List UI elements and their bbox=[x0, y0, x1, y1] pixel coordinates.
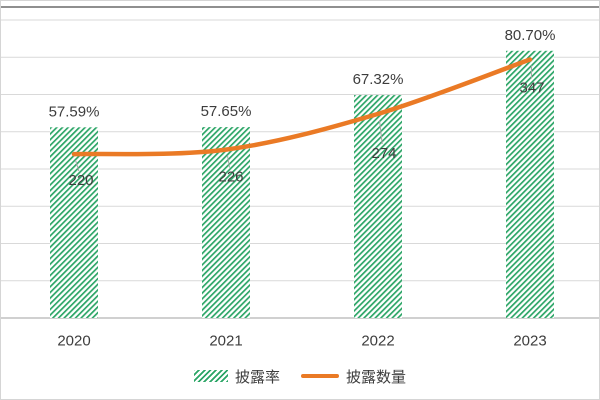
line-data-label: 347 bbox=[519, 80, 544, 97]
legend-bar-label: 披露率 bbox=[234, 368, 280, 386]
bar-2021 bbox=[202, 127, 250, 318]
x-axis-label-2021: 2021 bbox=[209, 333, 242, 350]
bar-data-label: 80.70% bbox=[505, 27, 556, 44]
legend-line-label: 披露数量 bbox=[346, 368, 407, 386]
x-axis-label-2023: 2023 bbox=[513, 333, 546, 350]
bar-data-label: 57.65% bbox=[201, 103, 252, 120]
label-leader-line bbox=[379, 119, 383, 144]
chart-top-border bbox=[1, 6, 599, 8]
bar-2020 bbox=[50, 127, 98, 318]
line-data-label: 220 bbox=[68, 172, 93, 189]
label-leader-line bbox=[75, 159, 80, 172]
bar-data-label: 67.32% bbox=[353, 71, 404, 88]
legend-line-swatch-icon bbox=[301, 373, 339, 379]
line-series bbox=[71, 57, 533, 157]
bar-2022 bbox=[354, 95, 402, 318]
label-leader-line bbox=[227, 155, 230, 168]
x-axis-label-2020: 2020 bbox=[57, 333, 90, 350]
bar-data-label: 57.59% bbox=[49, 103, 100, 120]
line-data-label: 274 bbox=[371, 145, 396, 162]
bar-2023 bbox=[506, 50, 554, 319]
x-axis-label-2022: 2022 bbox=[361, 333, 394, 350]
legend-bar-swatch-icon bbox=[193, 370, 228, 382]
legend: 披露率 披露数量 bbox=[1, 366, 599, 386]
line-data-label: 226 bbox=[218, 169, 243, 186]
